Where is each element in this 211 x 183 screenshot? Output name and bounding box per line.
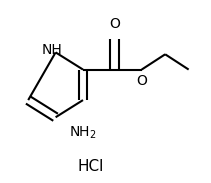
Text: O: O (109, 17, 120, 31)
Text: O: O (136, 74, 147, 88)
Text: NH: NH (41, 42, 62, 57)
Text: HCl: HCl (78, 159, 104, 174)
Text: NH$_2$: NH$_2$ (69, 125, 97, 141)
